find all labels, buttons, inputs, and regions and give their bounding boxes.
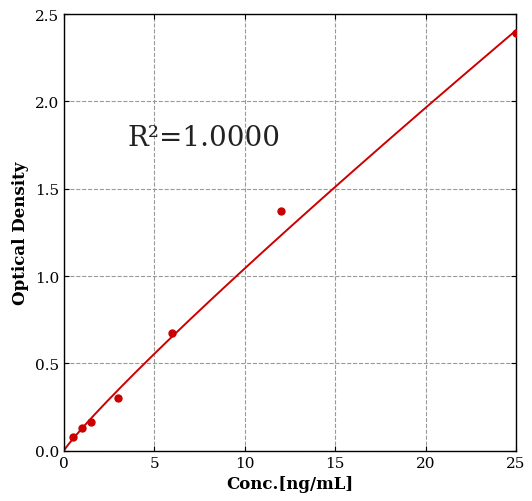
Text: R²=1.0000: R²=1.0000 xyxy=(127,125,280,152)
Y-axis label: Optical Density: Optical Density xyxy=(12,161,29,305)
X-axis label: Conc.[ng/mL]: Conc.[ng/mL] xyxy=(226,475,354,492)
